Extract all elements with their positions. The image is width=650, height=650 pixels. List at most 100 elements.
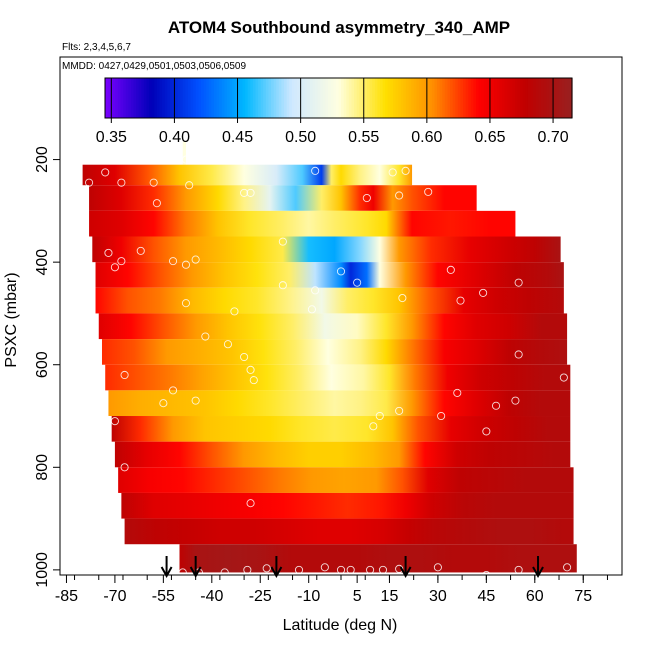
data-point xyxy=(110,417,119,426)
colorbar-segment xyxy=(509,78,513,118)
colorbar-segment xyxy=(115,78,119,118)
colorbar-segment xyxy=(304,78,308,118)
colorbar-segment xyxy=(468,78,472,118)
colorbar-segment xyxy=(232,78,236,118)
colorbar-segment xyxy=(330,78,334,118)
data-point xyxy=(437,411,446,421)
colorbar-segment xyxy=(120,78,124,118)
colorbar-segment xyxy=(252,78,257,118)
colorbar-segment xyxy=(221,78,225,118)
colorbar-segment xyxy=(351,78,355,118)
colorbar-segment xyxy=(405,78,410,118)
data-point xyxy=(336,267,346,276)
colorbar-segment xyxy=(286,78,290,118)
colorbar-segment xyxy=(483,78,487,118)
y-tick-label: 1000 xyxy=(34,552,51,588)
x-axis-label: Latitude (deg N) xyxy=(283,617,398,634)
x-tick-label: 75 xyxy=(574,588,592,605)
colorbar-segment xyxy=(268,78,272,118)
colorbar-segment xyxy=(424,78,428,118)
heatmap-layer-band xyxy=(111,416,571,442)
data-point xyxy=(243,565,252,574)
data-point xyxy=(514,565,523,574)
colorbar-segment xyxy=(564,78,568,118)
colorbar-segment xyxy=(463,78,467,118)
colorbar-segment xyxy=(133,78,137,118)
x-tick-label: -10 xyxy=(297,588,320,605)
x-tick-label: 5 xyxy=(353,588,362,605)
colorbar-segment xyxy=(473,78,477,118)
data-point xyxy=(136,246,145,255)
colorbar-segment xyxy=(447,78,451,118)
colorbar-segment xyxy=(333,78,337,118)
heatmap-layer-band xyxy=(114,441,571,468)
colorbar-segment xyxy=(522,78,526,118)
colorbar-segment xyxy=(395,78,399,118)
colorbar-segment xyxy=(307,78,311,118)
colorbar-segment xyxy=(175,78,179,118)
data-point xyxy=(168,257,178,266)
data-point xyxy=(563,563,572,572)
colorbar-segment xyxy=(312,78,316,118)
colorbar-segment xyxy=(429,78,433,118)
colorbar-segment xyxy=(382,78,386,118)
colorbar-segment xyxy=(169,78,174,118)
data-point xyxy=(388,168,397,177)
colorbar-segment xyxy=(105,78,109,118)
data-point xyxy=(514,350,523,359)
x-tick-label: -85 xyxy=(55,588,78,605)
data-point xyxy=(375,411,384,421)
colorbar-segment xyxy=(460,78,464,118)
heatmap-layer-band xyxy=(82,164,413,186)
colorbar-tick-label: 0.40 xyxy=(159,129,190,146)
colorbar-segment xyxy=(190,78,194,118)
data-point xyxy=(191,396,200,405)
colorbar-segment xyxy=(250,78,254,118)
colorbar-segment xyxy=(216,78,220,118)
colorbar-segment xyxy=(167,78,171,118)
data-point xyxy=(307,305,316,314)
data-point xyxy=(446,265,455,274)
colorbar-tick-label: 0.45 xyxy=(222,129,253,146)
heatmap-layer-band xyxy=(105,364,571,391)
colorbar-segment xyxy=(481,78,485,118)
data-point xyxy=(369,422,378,431)
data-point xyxy=(152,199,161,208)
data-point xyxy=(514,278,523,287)
colorbar-segment xyxy=(499,78,503,118)
colorbar-segment xyxy=(245,78,249,118)
data-point xyxy=(120,370,129,380)
data-point xyxy=(110,263,119,272)
data-point xyxy=(246,499,255,508)
data-point xyxy=(353,278,362,287)
x-tick-label: 60 xyxy=(526,588,544,605)
chart-title: ATOM4 Southbound asymmetry_340_AMP xyxy=(167,18,511,37)
colorbar-tick-label: 0.65 xyxy=(474,129,505,146)
colorbar-segment xyxy=(195,78,199,118)
data-point xyxy=(278,281,287,290)
flight-arrow xyxy=(399,556,412,579)
colorbar-segment xyxy=(315,78,319,118)
colorbar-segment xyxy=(520,78,524,118)
colorbar-segment xyxy=(553,78,558,118)
data-point xyxy=(178,568,187,575)
flight-arrow xyxy=(270,556,283,579)
data-point xyxy=(181,299,191,308)
colorbar-segment xyxy=(141,78,145,118)
colorbar-segment xyxy=(504,78,508,118)
colorbar-segment xyxy=(143,78,148,118)
colorbar-segment xyxy=(213,78,218,118)
colorbar-segment xyxy=(385,78,389,118)
data-point xyxy=(230,307,239,316)
colorbar-segment xyxy=(291,78,295,118)
heatmap-layer-band xyxy=(182,141,186,165)
colorbar-segment xyxy=(416,78,420,118)
colorbar-segment xyxy=(517,78,521,118)
flight-arrow xyxy=(160,556,173,579)
colorbar-segment xyxy=(408,78,412,118)
data-point xyxy=(240,188,249,197)
colorbar-segment xyxy=(400,78,404,118)
colorbar-segment xyxy=(198,78,202,118)
colorbar-segment xyxy=(413,78,417,118)
